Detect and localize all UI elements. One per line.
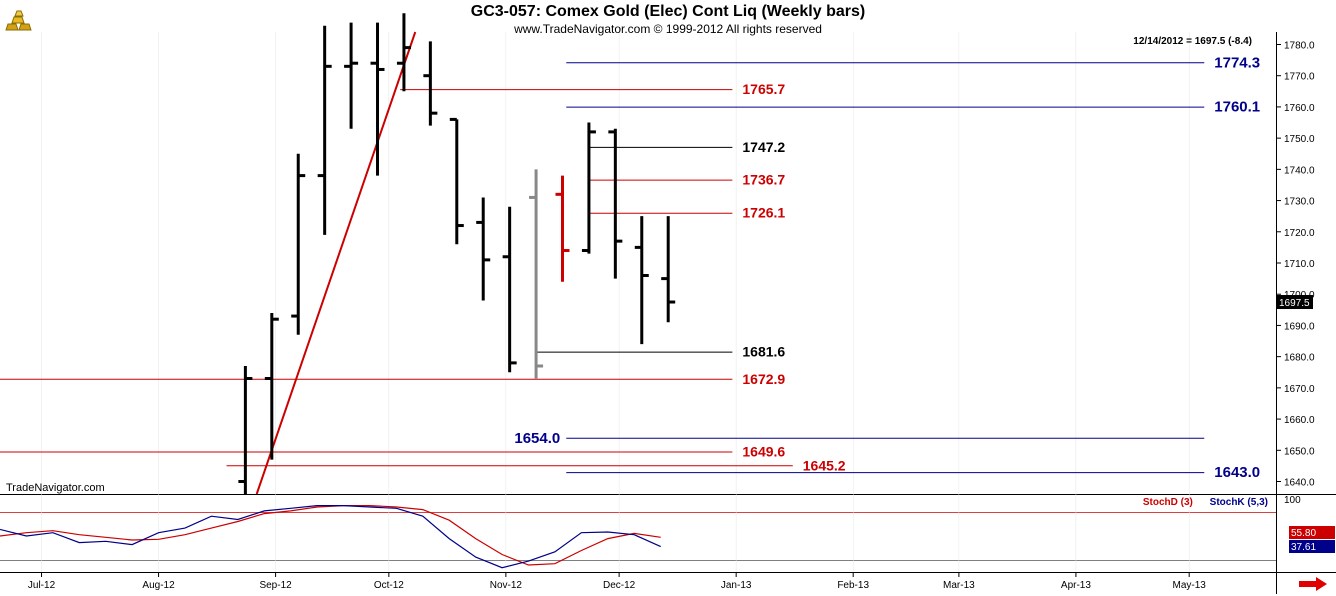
- oscillator-axis-label: 100: [1284, 495, 1301, 506]
- ohlc-bar: [608, 128, 623, 279]
- last-price-tag: [1277, 295, 1313, 310]
- brand-watermark: TradeNavigator.com: [6, 482, 105, 494]
- date-axis-label: Oct-12: [374, 580, 404, 591]
- price-axis-label: 1690.0: [1284, 321, 1315, 332]
- stochd-line: [0, 505, 661, 566]
- chart-subtitle: www.TradeNavigator.com © 1999-2012 All r…: [514, 22, 822, 36]
- date-axis-label: Mar-13: [943, 580, 975, 591]
- price-axis-label: 1680.0: [1284, 353, 1315, 364]
- oscillator-last-tag: [1289, 540, 1335, 553]
- level-label-1681.6: 1681.6: [742, 344, 785, 360]
- date-axis-label: Nov-12: [490, 580, 523, 591]
- ohlc-bar: [291, 153, 306, 335]
- legend-stochk: StochK (5,3): [1209, 497, 1268, 508]
- date-axis-label: Jul-12: [28, 580, 56, 591]
- date-axis-label: May-13: [1172, 580, 1206, 591]
- ohlc-bar: [476, 197, 491, 301]
- level-label-1765.7: 1765.7: [742, 81, 785, 97]
- oscillator-last-label: 55.80: [1291, 528, 1316, 539]
- oscillator-last-tag: [1289, 526, 1335, 539]
- ohlc-bar: [264, 312, 279, 460]
- ohlc-bar: [449, 117, 464, 245]
- level-label-1774.3: 1774.3: [1214, 54, 1260, 71]
- price-axis-label: 1740.0: [1284, 165, 1315, 176]
- ohlc-bar: [661, 216, 676, 323]
- trendline: [255, 31, 417, 494]
- level-label-1747.2: 1747.2: [742, 139, 785, 155]
- ohlc-bar: [555, 175, 570, 282]
- price-axis-label: 1770.0: [1284, 72, 1315, 83]
- level-label-1726.1: 1726.1: [742, 205, 785, 221]
- level-label-1672.9: 1672.9: [742, 371, 785, 387]
- date-axis-label: Aug-12: [142, 580, 175, 591]
- price-axis-label: 1670.0: [1284, 384, 1315, 395]
- date-axis-label: Feb-13: [837, 580, 869, 591]
- ohlc-bar: [344, 22, 359, 129]
- oscillator-last-label: 37.61: [1291, 542, 1316, 553]
- level-label-1643.0: 1643.0: [1214, 464, 1260, 481]
- level-label-1736.7: 1736.7: [742, 172, 785, 188]
- ohlc-bar: [634, 216, 649, 345]
- ohlc-bar: [238, 366, 253, 494]
- price-axis-label: 1720.0: [1284, 228, 1315, 239]
- ohlc-bar: [396, 13, 411, 92]
- legend-stochd: StochD (3): [1142, 497, 1193, 508]
- price-axis-label: 1640.0: [1284, 478, 1315, 489]
- date-axis-label: Sep-12: [259, 580, 292, 591]
- price-axis-label: 1780.0: [1284, 40, 1315, 51]
- date-axis-label: Jan-13: [721, 580, 752, 591]
- level-label-1645.2: 1645.2: [803, 457, 846, 473]
- level-label-1760.1: 1760.1: [1214, 99, 1260, 116]
- ohlc-bar: [317, 25, 332, 235]
- last-price-label: 1697.5: [1279, 298, 1310, 309]
- stochk-line: [0, 505, 661, 569]
- ohlc-bar: [502, 206, 517, 373]
- ohlc-bar: [529, 169, 544, 379]
- date-axis-label: Dec-12: [603, 580, 636, 591]
- price-axis-label: 1760.0: [1284, 103, 1315, 114]
- chart-title: GC3-057: Comex Gold (Elec) Cont Liq (Wee…: [470, 3, 866, 20]
- scroll-right-arrow-icon[interactable]: [1298, 577, 1328, 591]
- price-axis-label: 1730.0: [1284, 197, 1315, 208]
- price-axis-label: 1750.0: [1284, 134, 1315, 145]
- ohlc-bar: [423, 41, 438, 126]
- price-axis-label: 1650.0: [1284, 446, 1315, 457]
- gold-bars-logo-icon: [2, 2, 36, 36]
- level-label-1654.0: 1654.0: [514, 430, 560, 447]
- stochastic-legend: StochD (3) StochK (5,3): [1143, 497, 1268, 508]
- last-price-info: 12/14/2012 = 1697.5 (-8.4): [1133, 36, 1252, 47]
- ohlc-bar: [370, 22, 385, 176]
- level-label-1649.6: 1649.6: [742, 444, 785, 460]
- date-axis-label: Apr-13: [1061, 580, 1091, 591]
- price-axis-label: 1660.0: [1284, 415, 1315, 426]
- ohlc-bar: [581, 122, 596, 254]
- price-axis-label: 1710.0: [1284, 259, 1315, 270]
